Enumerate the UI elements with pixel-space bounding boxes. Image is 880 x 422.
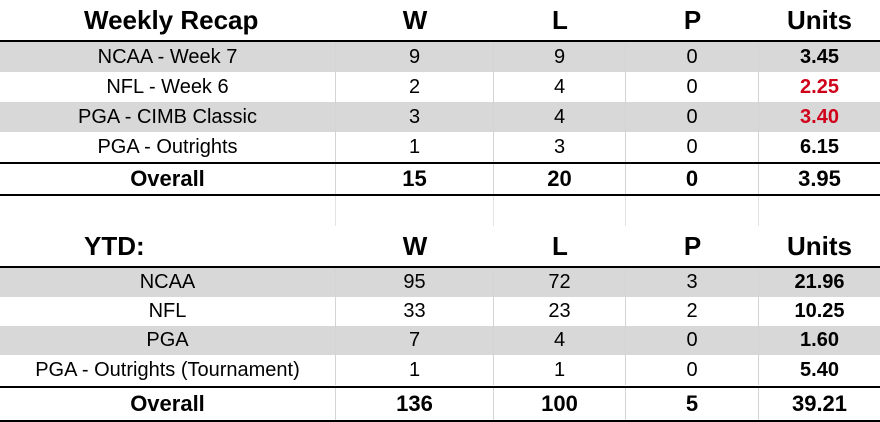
row-w: 33 [336, 297, 494, 326]
total-label: Overall [0, 164, 336, 194]
table-row: NCAA - Week 7 9 9 0 3.45 [0, 42, 880, 72]
row-w: 9 [336, 42, 494, 72]
row-w: 7 [336, 326, 494, 355]
row-l: 3 [494, 132, 626, 162]
table-row: NFL - Week 6 2 4 0 2.25 [0, 72, 880, 102]
row-l: 72 [494, 268, 626, 297]
weekly-total-rule [0, 162, 880, 164]
ytd-bottom-rule [0, 420, 880, 422]
row-units: 1.60 [800, 329, 839, 351]
row-l: 23 [494, 297, 626, 326]
row-label: PGA - Outrights [0, 132, 336, 162]
ytd-header-row: YTD: W L P Units [0, 226, 880, 266]
table-row: PGA 7 4 0 1.60 [0, 326, 880, 355]
table-row: PGA - CIMB Classic 3 4 0 3.40 [0, 102, 880, 132]
row-label: NFL - Week 6 [0, 72, 336, 102]
total-l: 100 [494, 388, 626, 420]
ytd-header-rule [0, 266, 880, 268]
ytd-w-header: W [402, 230, 428, 261]
row-label: PGA - CIMB Classic [0, 102, 336, 132]
spacer-cell [759, 196, 880, 226]
ytd-units-header: Units [787, 230, 852, 261]
total-w: 15 [336, 164, 494, 194]
total-p: 0 [626, 164, 759, 194]
ytd-total-row: Overall 136 100 5 39.21 [0, 388, 880, 420]
spacer-cell [494, 196, 626, 226]
spacer-cell [0, 196, 336, 226]
row-l: 9 [494, 42, 626, 72]
row-label: PGA [0, 326, 336, 355]
total-w: 136 [336, 388, 494, 420]
weekly-w-header: W [402, 4, 428, 35]
row-p: 0 [626, 42, 759, 72]
table-row: PGA - Outrights 1 3 0 6.15 [0, 132, 880, 162]
total-units: 39.21 [791, 391, 848, 416]
row-p: 0 [626, 132, 759, 162]
table-row: NCAA 95 72 3 21.96 [0, 268, 880, 297]
row-units: 5.40 [800, 358, 839, 381]
row-p: 0 [626, 102, 759, 132]
row-units: 6.15 [800, 135, 839, 158]
spacer-cell [336, 196, 494, 226]
row-l: 4 [494, 102, 626, 132]
spacer-cell [626, 196, 759, 226]
row-l: 4 [494, 72, 626, 102]
total-p: 5 [626, 388, 759, 420]
row-p: 0 [626, 355, 759, 385]
row-label: NFL [0, 297, 336, 326]
total-units: 3.95 [798, 166, 841, 191]
row-label: NCAA [0, 268, 336, 297]
row-p: 0 [626, 326, 759, 355]
row-units: 3.40 [800, 105, 839, 128]
row-w: 95 [336, 268, 494, 297]
row-units: 3.45 [800, 45, 839, 68]
ytd-title: YTD: [84, 230, 145, 261]
row-label: NCAA - Week 7 [0, 42, 336, 72]
row-units: 10.25 [794, 300, 845, 322]
row-units: 21.96 [794, 271, 845, 293]
row-p: 3 [626, 268, 759, 297]
weekly-header-rule [0, 40, 880, 42]
table-row: PGA - Outrights (Tournament) 1 1 0 5.40 [0, 355, 880, 385]
row-p: 2 [626, 297, 759, 326]
row-w: 3 [336, 102, 494, 132]
weekly-total-row: Overall 15 20 0 3.95 [0, 164, 880, 194]
weekly-header-row: Weekly Recap W L P Units [0, 0, 880, 40]
weekly-units-header: Units [787, 4, 852, 35]
row-l: 1 [494, 355, 626, 385]
row-w: 2 [336, 72, 494, 102]
row-w: 1 [336, 132, 494, 162]
row-w: 1 [336, 355, 494, 385]
ytd-p-header: P [683, 230, 702, 261]
row-p: 0 [626, 72, 759, 102]
weekly-bottom-rule [0, 194, 880, 196]
weekly-title: Weekly Recap [84, 4, 259, 35]
ytd-total-rule [0, 386, 880, 388]
row-units: 2.25 [800, 75, 839, 98]
total-l: 20 [494, 164, 626, 194]
spacer-row [0, 196, 880, 226]
row-l: 4 [494, 326, 626, 355]
row-label: PGA - Outrights (Tournament) [0, 355, 336, 385]
weekly-l-header: L [552, 4, 568, 35]
table-row: NFL 33 23 2 10.25 [0, 297, 880, 326]
total-label: Overall [0, 388, 336, 420]
ytd-l-header: L [552, 230, 568, 261]
weekly-p-header: P [683, 4, 702, 35]
